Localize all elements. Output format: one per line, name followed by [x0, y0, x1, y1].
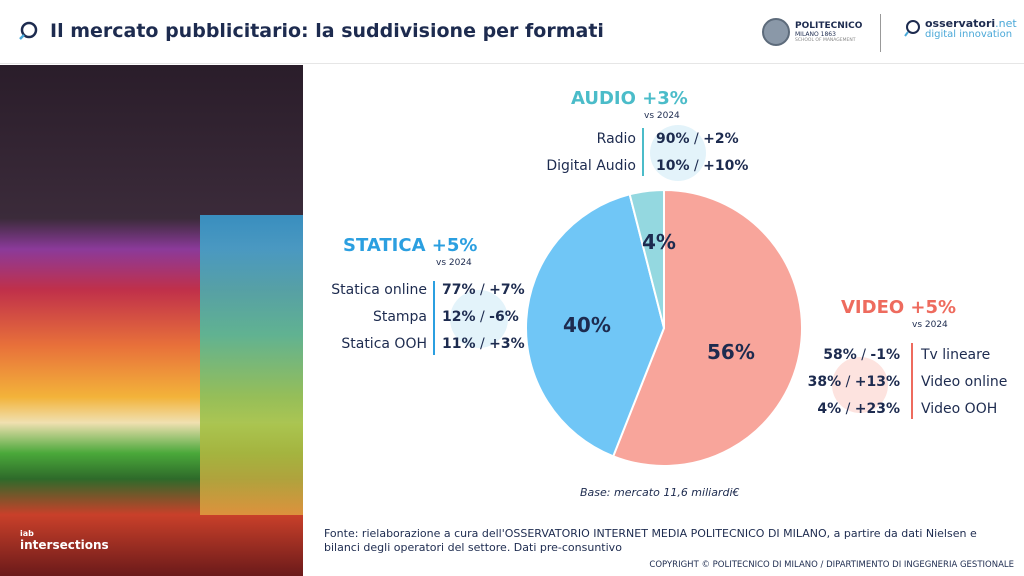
share: 10%	[656, 158, 690, 174]
video-title: VIDEO +5%	[841, 297, 957, 318]
video-label: Video OOH	[921, 401, 998, 417]
logo-text: SCHOOL OF MANAGEMENT	[795, 38, 856, 43]
source-note: Fonte: rielaborazione a cura dell'OSSERV…	[324, 527, 977, 554]
statica-title: STATICA +5%	[343, 235, 478, 256]
pie-label-statica: 40%	[563, 313, 611, 337]
statica-highlight	[450, 290, 508, 348]
polimi-logo: POLITECNICO MILANO 1863 SCHOOL OF MANAGEME…	[762, 18, 862, 46]
growth: +7%	[489, 282, 525, 298]
growth: +23%	[854, 401, 900, 417]
logo-text: osservatori	[925, 17, 996, 30]
cake-layer	[200, 215, 303, 515]
statica-vs: vs 2024	[436, 258, 472, 268]
video-vs: vs 2024	[912, 320, 948, 330]
logo-text: digital innovation	[925, 29, 1013, 40]
growth: -6%	[489, 309, 519, 325]
pie-slice-audio	[628, 188, 665, 329]
statica-label: Statica online	[331, 282, 427, 298]
audio-label: Radio	[596, 131, 636, 147]
pie-label-audio: 4%	[642, 230, 676, 254]
logo-text: POLITECNICO	[795, 21, 863, 31]
share: 90%	[656, 131, 690, 147]
share: 58%	[823, 347, 857, 363]
pie-slice-statica	[525, 193, 666, 458]
video-label: Video online	[921, 374, 1008, 390]
growth: +2%	[703, 131, 739, 147]
video-label: Tv lineare	[921, 347, 991, 363]
base-note: Base: mercato 11,6 miliardi€	[580, 486, 740, 499]
video-bar	[911, 343, 913, 419]
statica-label: Stampa	[372, 309, 427, 325]
share: 77%	[442, 282, 476, 298]
statica-bar	[433, 281, 435, 355]
audio-bar	[642, 128, 644, 176]
header: Il mercato pubblicitario: la suddivision…	[0, 0, 1024, 64]
audio-highlight	[650, 125, 706, 181]
intersections-logo: iab intersections	[20, 529, 109, 552]
magnifier-icon	[904, 20, 920, 37]
polimi-seal-icon	[762, 18, 790, 46]
share: 11%	[442, 336, 476, 352]
audio-vs: vs 2024	[644, 111, 680, 121]
logo-text: MILANO 1863	[795, 31, 836, 38]
osservatori-logo: osservatori.net digital innovation	[903, 18, 1017, 40]
divider	[880, 14, 881, 52]
video-highlight	[832, 357, 888, 413]
audio-label: Digital Audio	[546, 158, 636, 174]
copyright: COPYRIGHT © POLITECNICO DI MILANO / DIPA…	[649, 560, 1014, 570]
audio-title: AUDIO +3%	[571, 88, 688, 109]
growth: +13%	[854, 374, 900, 390]
pie-slice-video	[611, 188, 803, 467]
growth: +3%	[489, 336, 525, 352]
statica-label: Statica OOH	[341, 336, 427, 352]
growth: +10%	[703, 158, 749, 174]
magnifier-icon	[19, 21, 38, 40]
share: 4%	[817, 401, 842, 417]
page-title: Il mercato pubblicitario: la suddivision…	[50, 20, 604, 42]
share: 12%	[442, 309, 476, 325]
logo-text: .net	[995, 17, 1017, 30]
share: 38%	[807, 374, 842, 390]
cake-photo: iab intersections	[0, 65, 303, 576]
growth: -1%	[870, 347, 900, 363]
pie-label-video: 56%	[707, 340, 755, 364]
